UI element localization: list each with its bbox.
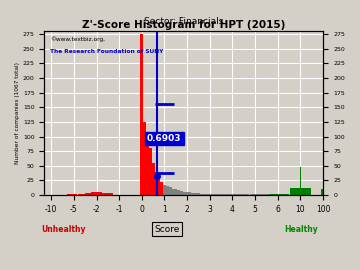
Bar	[203, 194, 206, 195]
Bar	[85, 193, 93, 195]
Bar	[103, 193, 113, 195]
Text: 0.6903: 0.6903	[147, 134, 181, 143]
Bar	[206, 194, 208, 195]
Bar	[163, 185, 166, 195]
Bar	[180, 191, 183, 195]
Bar	[140, 34, 143, 195]
Bar	[146, 143, 149, 195]
Bar	[172, 189, 174, 195]
Text: Unhealthy: Unhealthy	[42, 225, 86, 234]
Bar	[175, 189, 177, 195]
Bar	[183, 192, 186, 195]
Bar	[91, 192, 102, 195]
Bar	[67, 194, 71, 195]
Bar	[220, 194, 222, 195]
Bar	[208, 194, 211, 195]
Bar	[269, 194, 289, 195]
Title: Z'-Score Histogram for HPT (2015): Z'-Score Histogram for HPT (2015)	[82, 21, 285, 31]
Bar	[78, 194, 85, 195]
Bar	[290, 188, 311, 195]
Bar	[70, 194, 77, 195]
Bar	[186, 192, 189, 195]
Bar	[238, 194, 249, 195]
Bar	[211, 194, 214, 195]
Bar	[228, 194, 231, 195]
Bar	[149, 148, 152, 195]
Bar	[143, 122, 146, 195]
Bar	[214, 194, 217, 195]
Y-axis label: Number of companies (1067 total): Number of companies (1067 total)	[15, 62, 20, 164]
Bar	[192, 193, 194, 195]
Text: Sector: Financials: Sector: Financials	[144, 16, 224, 26]
Text: ©www.textbiz.org,: ©www.textbiz.org,	[50, 36, 105, 42]
Bar	[261, 194, 272, 195]
Bar	[166, 186, 169, 195]
Bar	[169, 187, 171, 195]
Text: Score: Score	[154, 225, 180, 234]
Bar	[160, 182, 163, 195]
Text: Healthy: Healthy	[284, 225, 318, 234]
Bar	[225, 194, 228, 195]
Bar	[197, 193, 200, 195]
Bar	[200, 194, 203, 195]
Bar	[155, 172, 157, 195]
Bar	[222, 194, 225, 195]
Bar	[157, 178, 160, 195]
Bar	[217, 194, 220, 195]
Bar	[227, 194, 238, 195]
Bar	[321, 189, 325, 195]
Bar	[194, 193, 197, 195]
Text: The Research Foundation of SUNY: The Research Foundation of SUNY	[50, 49, 163, 54]
Bar	[152, 163, 154, 195]
Bar	[250, 194, 261, 195]
Bar	[177, 190, 180, 195]
Bar	[189, 192, 192, 195]
Bar	[277, 194, 279, 195]
